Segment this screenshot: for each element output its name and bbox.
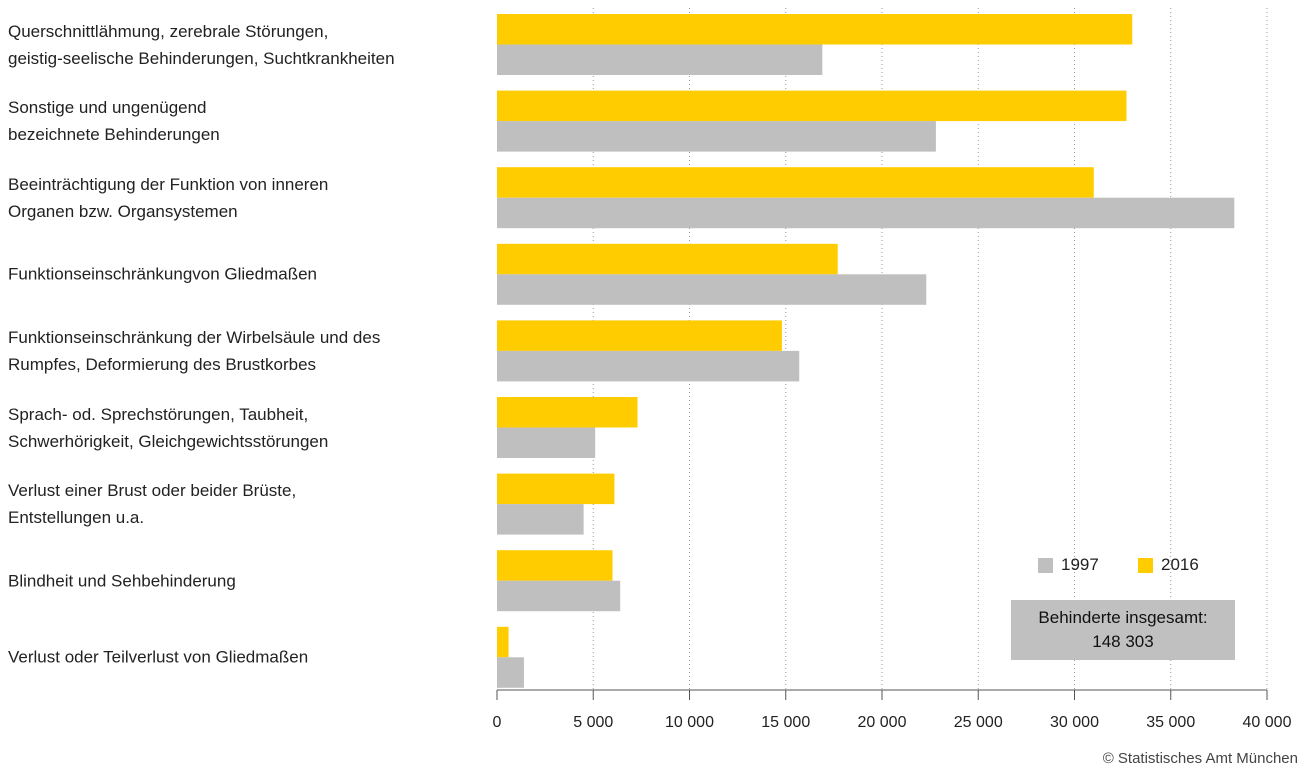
bar (497, 350, 800, 382)
category-label: Funktionseinschränkungvon Gliedmaßen (8, 264, 318, 284)
bar (497, 44, 823, 75)
bar (497, 197, 1235, 229)
x-tick-label: 30 000 (1050, 714, 1099, 731)
x-tick-label: 5 000 (573, 714, 614, 731)
bar (497, 320, 782, 351)
x-tick-label: 0 (492, 714, 502, 731)
bar (497, 580, 621, 612)
category-label: Verlust einer Brust oder beider Brüste, … (8, 481, 297, 528)
category-label: Beeinträchtigung der Funktion von innere… (8, 174, 329, 221)
category-label: Sonstige und ungenügend bezeichnete Behi… (8, 98, 220, 145)
legend-label: 2016 (1161, 555, 1199, 574)
bar (497, 243, 838, 275)
annotation: Behinderte insgesamt: 148 303 (1011, 600, 1235, 660)
x-tick-label: 35 000 (1146, 714, 1196, 731)
bar (497, 121, 936, 152)
category-label: Sprach- od. Sprechstörungen, Taubheit, S… (8, 404, 329, 451)
x-tick-label: 40 000 (1242, 714, 1292, 731)
bar (497, 657, 524, 688)
legend-swatch (1138, 558, 1153, 573)
bar (497, 90, 1127, 122)
legend-swatch (1038, 558, 1053, 573)
bar (497, 427, 596, 458)
bar (497, 626, 509, 658)
x-tick-label: 15 000 (761, 714, 811, 731)
source: © Statistisches Amt München (1102, 750, 1298, 767)
bar (497, 274, 927, 305)
bar (497, 473, 615, 505)
bar (497, 550, 613, 581)
bar (497, 397, 638, 428)
legend-label: 1997 (1061, 555, 1099, 574)
category-label: Verlust oder Teilverlust von Gliedmaßen (8, 647, 309, 667)
category-label: Querschnittlähmung, zerebrale Störungen,… (8, 21, 395, 68)
x-tick-label: 20 000 (857, 714, 907, 731)
x-tick-label: 25 000 (953, 714, 1003, 731)
category-label: Funktionseinschränkung der Wirbelsäule u… (8, 327, 381, 374)
bar (497, 167, 1094, 198)
bar (497, 504, 584, 535)
x-tick-label: 10 000 (665, 714, 714, 731)
category-label: Blindheit und Sehbehinderung (8, 571, 236, 591)
bar (497, 14, 1133, 45)
